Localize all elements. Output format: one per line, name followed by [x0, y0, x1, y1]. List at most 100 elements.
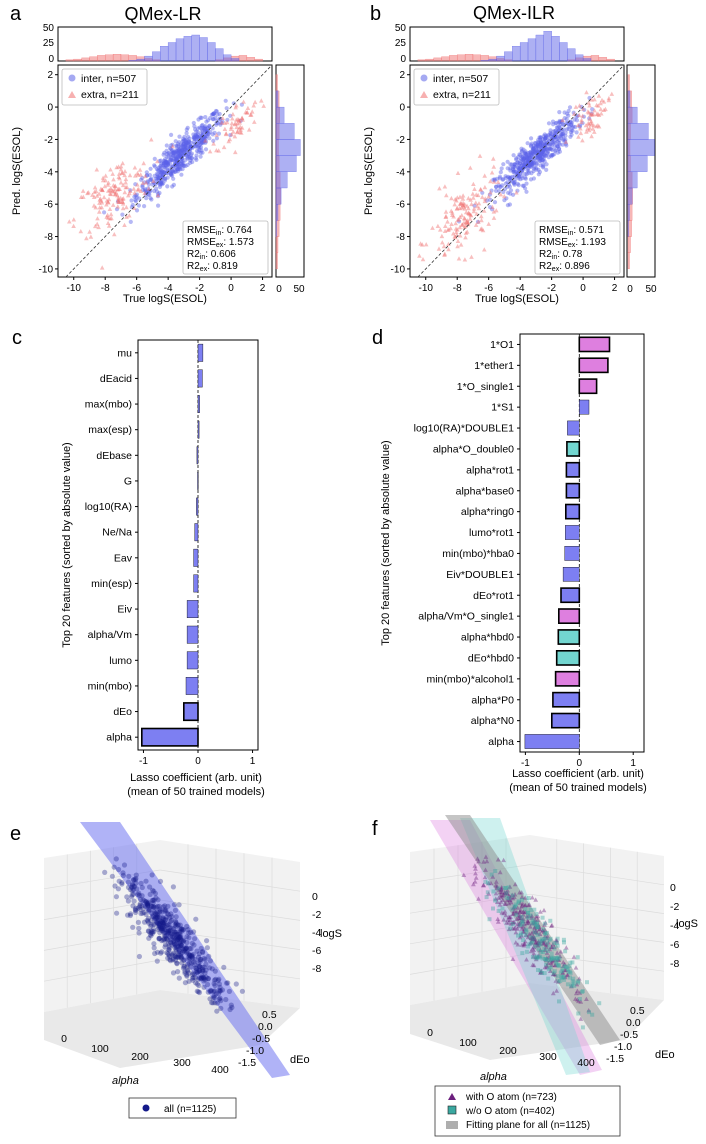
cloud-point — [151, 888, 157, 894]
inter-point — [489, 188, 494, 193]
extra-point — [238, 124, 243, 129]
cloud-point — [158, 919, 164, 925]
cloud-point — [544, 963, 550, 968]
cloud-point — [533, 928, 539, 933]
extra-point — [101, 194, 107, 200]
inter-point — [568, 130, 574, 135]
cloud-point — [517, 935, 523, 940]
cloud-point — [120, 872, 126, 879]
inter-point — [210, 126, 215, 131]
extra-point — [135, 172, 141, 177]
cloud-point — [195, 977, 201, 983]
inter-point — [564, 143, 569, 148]
cloud-point — [145, 902, 151, 908]
inter-point — [160, 169, 165, 174]
inter-point — [180, 166, 185, 172]
cloud-point — [553, 978, 559, 983]
cloud-point — [143, 878, 149, 884]
cloud-point — [480, 882, 486, 888]
extra-point — [491, 179, 497, 184]
inter-point — [480, 190, 485, 195]
cloud-point — [493, 879, 499, 884]
cloud-point — [173, 929, 179, 935]
inter-point — [511, 168, 516, 173]
extra-point — [109, 188, 115, 193]
cloud-point — [172, 941, 178, 948]
cloud-point — [557, 953, 563, 959]
cloud-point — [178, 953, 184, 959]
inter-point — [501, 162, 506, 167]
scatter-points-a — [67, 98, 266, 270]
inter-point — [176, 148, 181, 153]
inter-point — [134, 195, 139, 200]
cloud-point — [146, 908, 152, 914]
inter-point — [139, 177, 144, 182]
cloud-point — [552, 946, 557, 951]
extra-point — [457, 201, 463, 207]
inter-point — [534, 148, 539, 153]
cloud-point — [160, 920, 166, 926]
cloud-point — [526, 920, 531, 925]
cloud-point — [528, 907, 533, 912]
extra-point — [155, 159, 160, 164]
cloud-point — [154, 909, 160, 915]
inter-point — [508, 162, 513, 167]
cloud-point — [552, 969, 557, 974]
inter-point — [539, 151, 544, 156]
inter-point — [175, 149, 180, 154]
cloud-point — [189, 972, 195, 978]
inter-point — [181, 163, 186, 168]
inter-point — [162, 178, 167, 183]
cloud-point — [167, 939, 173, 945]
metric-r2-in-a: R2in: 0.606 — [187, 249, 236, 261]
extra-point — [112, 186, 118, 191]
extra-point — [80, 188, 86, 193]
inter-point — [535, 155, 540, 160]
extra-point — [453, 235, 458, 240]
cloud-point — [510, 920, 516, 925]
cloud-point — [528, 935, 534, 941]
cloud-point — [574, 982, 580, 987]
inter-point — [214, 109, 219, 114]
cloud-point — [182, 963, 188, 969]
inter-point — [173, 153, 178, 158]
inter-point — [184, 145, 189, 150]
hist-top-bar-extra — [449, 55, 458, 62]
inter-point — [196, 145, 201, 150]
hist-top-bar-inter — [543, 31, 552, 62]
cloud-point — [563, 945, 569, 950]
hist-top-bar-inter — [183, 36, 192, 62]
extra-point — [491, 164, 497, 169]
inter-point — [529, 151, 534, 156]
inter-point — [162, 160, 167, 166]
hist-top-bar-extra — [480, 55, 489, 62]
cloud-point — [162, 908, 168, 914]
cloud-point — [167, 954, 173, 960]
inter-point — [545, 150, 550, 155]
extra-point — [601, 99, 607, 104]
extra-point — [560, 117, 565, 123]
cloud-point — [185, 927, 191, 933]
cloud-point — [175, 969, 181, 975]
grid-line — [43, 959, 161, 982]
inter-point — [137, 196, 142, 201]
cloud-point — [505, 891, 511, 896]
inter-point — [203, 126, 208, 131]
cloud-point — [195, 960, 201, 966]
extra-point — [464, 219, 470, 224]
cloud-point — [502, 909, 508, 914]
cloud-point — [173, 914, 179, 920]
inter-point — [168, 172, 174, 177]
cloud-point — [507, 897, 513, 903]
inter-point — [529, 153, 534, 158]
hist-top-bar-extra — [128, 55, 137, 62]
inter-point — [524, 154, 529, 159]
cloud-point — [506, 914, 512, 919]
inter-point — [195, 132, 200, 137]
cloud-point — [533, 939, 539, 945]
extra-point — [91, 194, 97, 199]
extra-point — [580, 113, 585, 118]
cloud-point — [202, 957, 208, 963]
inter-point — [175, 141, 181, 146]
inter-point — [177, 147, 182, 152]
